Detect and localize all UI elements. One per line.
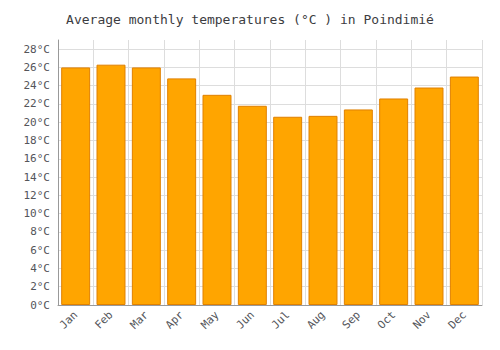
svg-text:28°C: 28°C	[24, 43, 51, 56]
svg-text:4°C: 4°C	[30, 262, 50, 275]
svg-text:16°C: 16°C	[24, 152, 51, 165]
svg-text:22°C: 22°C	[24, 97, 51, 110]
svg-text:20°C: 20°C	[24, 116, 51, 129]
svg-text:Dec: Dec	[446, 308, 469, 331]
svg-text:Jul: Jul	[269, 308, 292, 331]
svg-text:26°C: 26°C	[24, 61, 51, 74]
svg-text:6°C: 6°C	[30, 244, 50, 257]
svg-text:May: May	[198, 308, 221, 331]
svg-text:Feb: Feb	[92, 308, 115, 331]
svg-text:10°C: 10°C	[24, 207, 51, 220]
svg-text:Apr: Apr	[163, 308, 186, 331]
svg-text:12°C: 12°C	[24, 189, 51, 202]
svg-text:Jun: Jun	[234, 308, 257, 331]
svg-text:Average monthly temperatures (: Average monthly temperatures (°C ) in Po…	[66, 12, 434, 27]
svg-text:14°C: 14°C	[24, 171, 51, 184]
svg-text:Aug: Aug	[304, 308, 327, 331]
svg-text:18°C: 18°C	[24, 134, 51, 147]
svg-text:24°C: 24°C	[24, 79, 51, 92]
svg-text:Oct: Oct	[375, 308, 398, 331]
svg-text:2°C: 2°C	[30, 280, 50, 293]
svg-text:Sep: Sep	[340, 308, 363, 331]
svg-text:8°C: 8°C	[30, 225, 50, 238]
svg-text:Nov: Nov	[410, 308, 433, 331]
svg-text:Jan: Jan	[57, 308, 80, 331]
svg-text:Mar: Mar	[128, 308, 151, 331]
svg-text:0°C: 0°C	[30, 299, 50, 312]
